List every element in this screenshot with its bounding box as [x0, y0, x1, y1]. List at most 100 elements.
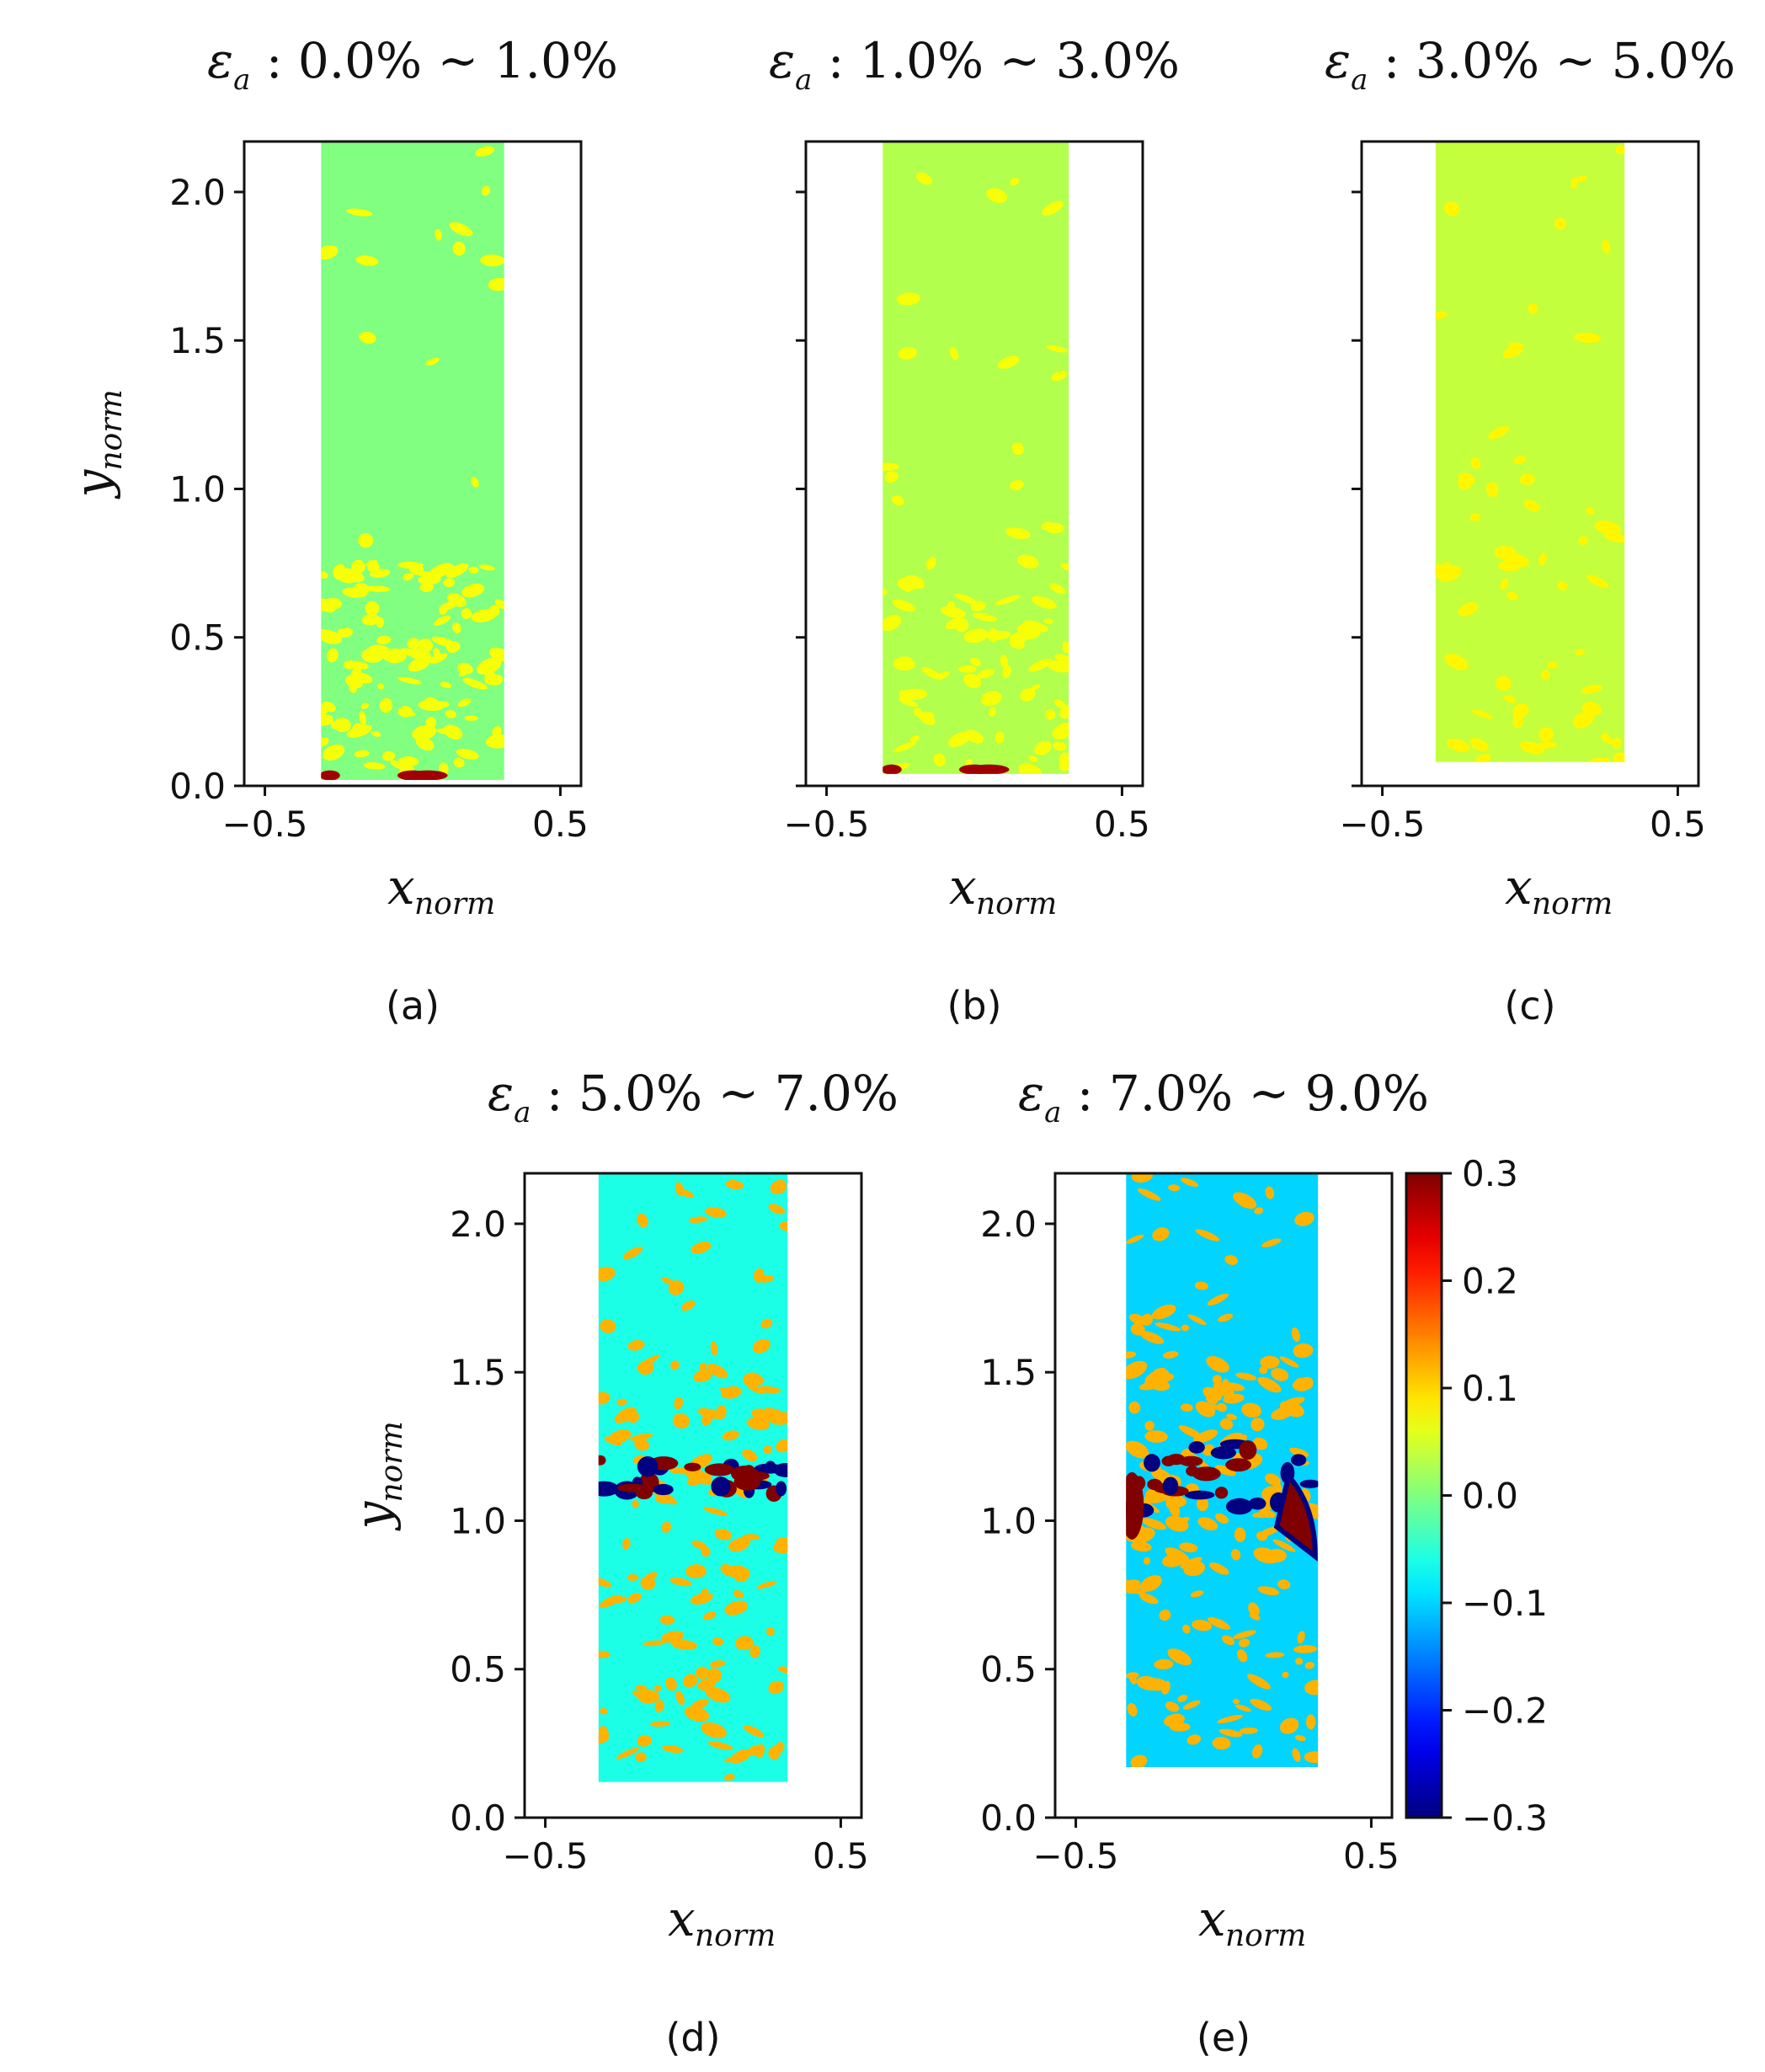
speckle [680, 1188, 694, 1199]
speckle [637, 1690, 660, 1704]
speckle [321, 737, 329, 747]
speckle [957, 665, 977, 673]
speckle [381, 750, 396, 761]
speckle [1469, 738, 1489, 751]
speckle [1182, 1700, 1201, 1710]
speckle [445, 640, 461, 653]
speckle [1146, 1378, 1170, 1391]
x-axis-label-sub: norm [976, 887, 1057, 921]
speckle [776, 1439, 788, 1453]
panel-caption: (c) [1504, 983, 1555, 1028]
speckle [462, 677, 488, 690]
speckle [614, 1407, 637, 1423]
speckle [1126, 1351, 1137, 1359]
speckle [481, 185, 491, 196]
speckle [1178, 1516, 1190, 1524]
speckle [1512, 715, 1524, 729]
speckle [1212, 1375, 1223, 1385]
speckle [1279, 1400, 1304, 1418]
speckle [453, 757, 465, 768]
speckle [1163, 1351, 1179, 1359]
speckle [321, 245, 339, 260]
speckle [351, 559, 366, 574]
speckle [724, 1774, 735, 1781]
speckle [970, 657, 982, 667]
speckle [769, 1412, 788, 1425]
speckle [1458, 601, 1479, 617]
speckle [977, 668, 995, 679]
x-tick-label: 0.5 [1343, 1835, 1400, 1877]
x-tick-label: −0.5 [784, 804, 870, 845]
strain-field [1435, 142, 1625, 762]
speckle [418, 574, 441, 585]
speckle [1570, 177, 1578, 189]
speckle [1165, 1495, 1187, 1508]
axes-frame [523, 1172, 863, 1819]
y-tick-label: 1.0 [450, 1500, 506, 1541]
speckle [1208, 1617, 1230, 1630]
speckle [321, 704, 329, 717]
speckle [643, 1572, 658, 1582]
speckle [598, 1735, 609, 1745]
band-hot [598, 1455, 606, 1466]
speckle [598, 1650, 611, 1658]
speckle [1180, 1557, 1202, 1569]
speckle [1295, 1658, 1304, 1665]
speckle [1446, 739, 1470, 752]
speckle [364, 585, 391, 592]
speckle [882, 614, 902, 632]
speckle [963, 628, 989, 643]
speckle [1154, 1658, 1174, 1669]
speckle [365, 601, 380, 616]
colorbar-tick-label: 0.1 [1462, 1368, 1518, 1409]
speckle [1547, 661, 1558, 669]
speckle [1294, 1735, 1306, 1742]
x-axis-label: x [387, 858, 415, 916]
speckle [1028, 659, 1053, 672]
speckle [488, 674, 504, 686]
speckle [1000, 654, 1008, 669]
speckle [1218, 1728, 1243, 1738]
speckle [1195, 1229, 1220, 1242]
band-hot [704, 1463, 734, 1477]
speckle [379, 697, 392, 713]
edge-hot-region [1126, 1471, 1144, 1540]
speckle [1178, 1425, 1202, 1439]
speckle [1144, 1430, 1168, 1443]
speckle [1304, 1679, 1319, 1696]
speckle [478, 564, 495, 571]
speckle [1020, 687, 1036, 702]
speckle [1250, 1418, 1265, 1432]
speckle [1151, 1304, 1176, 1320]
speckle [1139, 1331, 1165, 1344]
speckle [714, 1528, 733, 1541]
speckle [1219, 1418, 1234, 1430]
speckle [986, 188, 1007, 203]
speckle [1217, 1714, 1244, 1723]
speckle [600, 1319, 616, 1333]
speckle [1009, 632, 1028, 645]
speckle [1292, 1380, 1309, 1391]
speckle [1574, 332, 1602, 344]
x-axis-label-sub: norm [1532, 887, 1613, 921]
speckle [1212, 1737, 1231, 1750]
speckle [397, 676, 423, 685]
speckle [1519, 473, 1535, 485]
speckle [697, 1407, 723, 1419]
speckle [1144, 1420, 1154, 1431]
speckle [749, 1744, 765, 1756]
speckle [1175, 1522, 1186, 1529]
speckle [1282, 1671, 1289, 1679]
speckle [1127, 1702, 1138, 1717]
speckle [616, 1747, 640, 1760]
speckle [336, 627, 354, 638]
speckle [342, 587, 366, 598]
speckle [634, 1439, 650, 1451]
speckle [349, 683, 357, 693]
speckle [1234, 1704, 1251, 1712]
speckle [456, 748, 479, 760]
speckle [1519, 740, 1544, 755]
speckle [622, 1247, 643, 1260]
